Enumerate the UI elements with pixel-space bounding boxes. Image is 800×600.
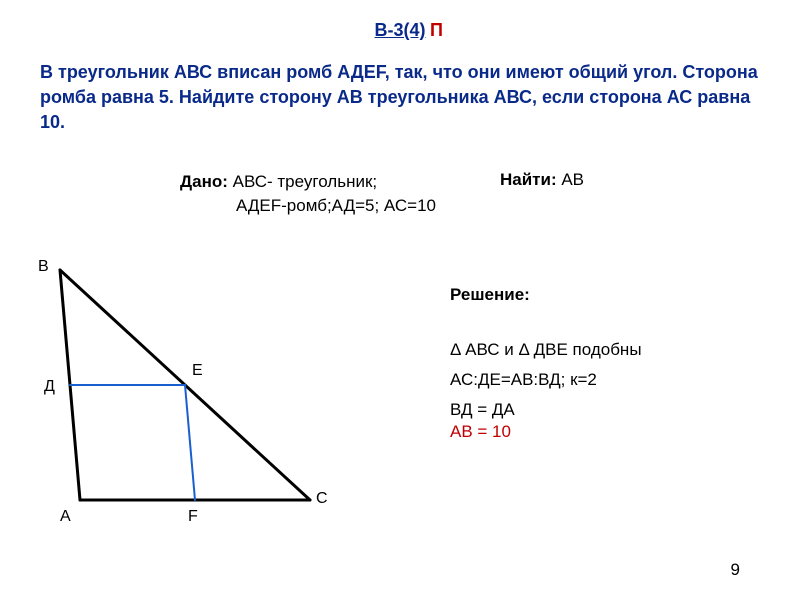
- problem-statement: В треугольник АВС вписан ромб АДЕF, так,…: [40, 60, 760, 136]
- vertex-label-a: А: [60, 508, 71, 526]
- solution-line-3: ВД = ДА: [450, 400, 515, 420]
- find-label: Найти:: [500, 170, 557, 189]
- given-line-1: АВС- треугольник;: [228, 172, 377, 191]
- triangle-svg: [20, 250, 360, 550]
- vertex-label-f: F: [188, 508, 198, 526]
- p-marker: П: [430, 20, 443, 41]
- given-line-2: АДЕF-ромб;АД=5; АС=10: [180, 194, 436, 218]
- solution-answer: АВ = 10: [450, 422, 511, 442]
- geometry-diagram: А В С Д Е F: [20, 250, 360, 550]
- find-value: АВ: [557, 170, 584, 189]
- solution-label: Решение:: [450, 285, 530, 305]
- solution-line-1: Δ АВС и Δ ДВЕ подобны: [450, 340, 642, 360]
- vertex-label-e: Е: [192, 362, 203, 380]
- vertex-label-b: В: [38, 258, 49, 276]
- given-label: Дано:: [180, 172, 228, 191]
- vertex-label-d: Д: [44, 378, 55, 396]
- find-block: Найти: АВ: [500, 170, 584, 190]
- problem-id: В-3(4): [374, 20, 425, 40]
- vertex-label-c: С: [316, 490, 328, 508]
- solution-line-2: АС:ДЕ=АВ:ВД; к=2: [450, 370, 597, 390]
- given-block: Дано: АВС- треугольник; АДЕF-ромб;АД=5; …: [180, 170, 436, 218]
- page-number: 9: [731, 560, 740, 580]
